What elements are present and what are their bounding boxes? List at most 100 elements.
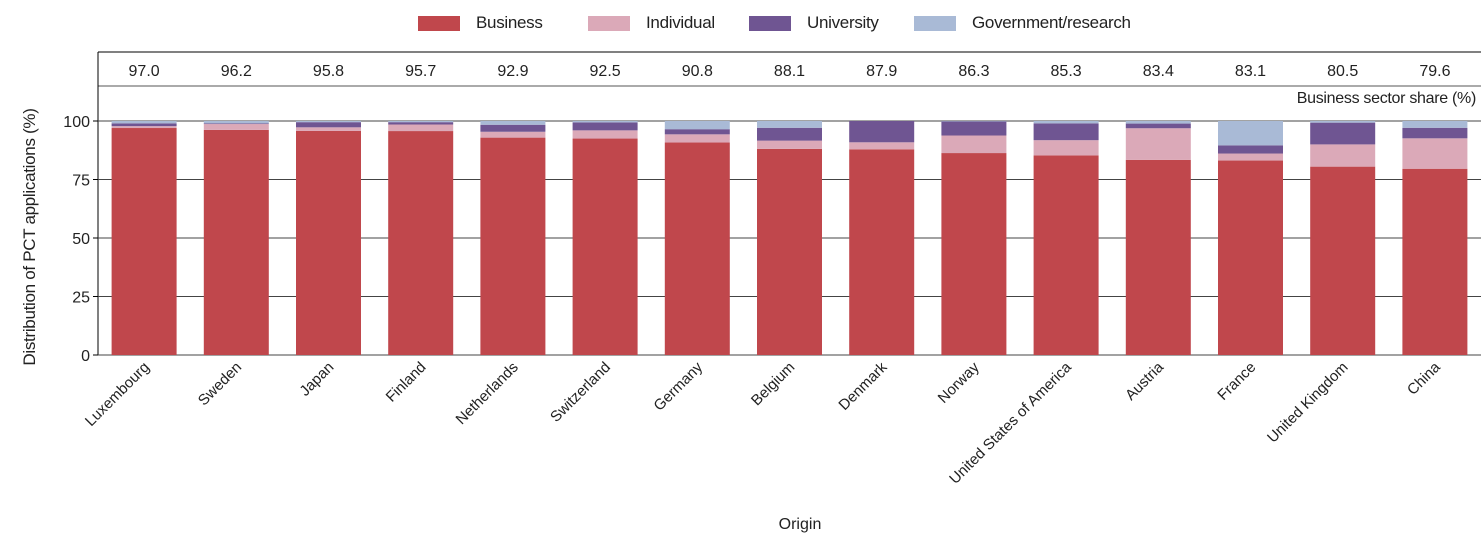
- bar-segment-individual: [480, 131, 546, 138]
- bar-segment-government-research: [296, 121, 361, 123]
- bar-segment-business: [849, 149, 915, 355]
- legend-item-government-research: Government/research: [914, 8, 1131, 38]
- bar-segment-government-research: [1125, 121, 1191, 124]
- bar-segment-government-research: [572, 121, 638, 123]
- bar-segment-individual: [664, 134, 730, 143]
- bar-segment-business: [1402, 168, 1468, 355]
- bar-segment-university: [388, 122, 454, 125]
- business-share-label: 79.6: [1419, 63, 1450, 80]
- business-share-label: 97.0: [129, 63, 160, 80]
- bar-segment-individual: [572, 130, 638, 139]
- bar-segment-individual: [849, 142, 915, 150]
- business-share-label: 90.8: [682, 63, 713, 80]
- bar-segment-university: [757, 127, 822, 141]
- x-tick-label: Netherlands: [453, 359, 522, 428]
- bar-segment-business: [1033, 155, 1099, 355]
- bar-segment-individual: [1125, 128, 1191, 160]
- bar-segment-university: [849, 121, 915, 143]
- legend-swatch-government-research: [914, 15, 956, 31]
- bar-segment-individual: [757, 140, 822, 149]
- legend-swatch-individual: [588, 15, 630, 31]
- bar-segment-university: [480, 124, 546, 132]
- bar-segment-business: [941, 153, 1007, 355]
- business-share-label: 80.5: [1327, 63, 1358, 80]
- bar-segment-individual: [203, 124, 269, 130]
- bar-segment-business: [388, 131, 454, 355]
- legend-label-government-research: Government/research: [972, 13, 1131, 32]
- bar-segment-university: [1310, 122, 1376, 145]
- x-tick-label: Belgium: [748, 359, 798, 409]
- bar-segment-government-research: [1310, 121, 1376, 123]
- legend-item-business: Business: [418, 8, 543, 38]
- x-tick-label: Switzerland: [547, 359, 614, 426]
- legend-item-university: University: [749, 8, 879, 38]
- x-tick-label: Germany: [650, 358, 706, 414]
- x-tick-label: Norway: [935, 358, 983, 406]
- bar-segment-business: [572, 138, 638, 355]
- business-share-label: 95.7: [405, 63, 436, 80]
- bar-segment-business: [111, 128, 177, 355]
- bar-segment-government-research: [757, 121, 822, 128]
- bar-segment-university: [1033, 123, 1099, 141]
- bar-segment-government-research: [1033, 121, 1099, 124]
- x-tick-label: France: [1214, 359, 1259, 404]
- y-axis-label: Distribution of PCT applications (%): [20, 108, 39, 366]
- x-tick-label: Luxembourg: [82, 359, 153, 430]
- legend-item-individual: Individual: [588, 8, 715, 38]
- bar-segment-university: [664, 129, 730, 135]
- bar-segment-government-research: [1218, 121, 1283, 146]
- legend-label-university: University: [807, 13, 879, 32]
- business-share-label: 92.9: [497, 63, 528, 80]
- x-tick-label: Sweden: [195, 359, 245, 409]
- x-tick-label: China: [1404, 358, 1444, 398]
- bar-segment-individual: [941, 135, 1007, 154]
- business-share-label: 85.3: [1051, 63, 1082, 80]
- bar-segment-government-research: [1402, 121, 1468, 128]
- bar-segment-individual: [1402, 138, 1468, 169]
- business-share-label: 96.2: [221, 63, 252, 80]
- bar-segment-business: [1125, 159, 1191, 355]
- bar-segment-university: [941, 121, 1007, 136]
- bar-segment-university: [572, 122, 638, 131]
- business-share-label: 86.3: [958, 63, 989, 80]
- y-tick-label: 0: [81, 348, 90, 365]
- legend-swatch-business: [418, 15, 460, 31]
- business-share-label: 95.8: [313, 63, 344, 80]
- y-tick-label: 75: [72, 173, 90, 190]
- x-tick-label: Japan: [296, 359, 337, 400]
- x-tick-label: United Kingdom: [1264, 359, 1351, 446]
- business-share-label: 83.1: [1235, 63, 1266, 80]
- x-tick-label: Denmark: [835, 358, 890, 413]
- bar-segment-business: [757, 148, 822, 355]
- bar-segment-government-research: [664, 121, 730, 130]
- x-tick-label: Finland: [383, 359, 430, 406]
- bar-segment-business: [203, 129, 269, 355]
- bar-segment-business: [296, 130, 361, 355]
- bar-segment-business: [1218, 160, 1283, 355]
- business-share-label: 92.5: [590, 63, 621, 80]
- legend: Business Individual University Governmen…: [0, 8, 1481, 38]
- business-share-label: 88.1: [774, 63, 805, 80]
- business-share-label: 83.4: [1143, 63, 1174, 80]
- legend-label-individual: Individual: [646, 13, 715, 32]
- y-tick-label: 50: [72, 231, 90, 248]
- y-tick-label: 25: [72, 290, 90, 307]
- bar-segment-business: [1310, 166, 1376, 355]
- bar-segment-individual: [1033, 140, 1099, 156]
- x-tick-label: Austria: [1122, 358, 1167, 403]
- bar-segment-individual: [111, 126, 177, 129]
- bar-segment-university: [296, 122, 361, 128]
- x-axis-label: Origin: [778, 516, 822, 533]
- y-tick-label: 100: [63, 114, 90, 131]
- bar-segment-university: [203, 123, 269, 125]
- bar-segment-university: [111, 123, 177, 127]
- bar-segment-individual: [296, 127, 361, 131]
- bar-segment-government-research: [111, 121, 177, 124]
- bar-segment-university: [1218, 145, 1283, 154]
- business-share-label: 87.9: [866, 63, 897, 80]
- legend-label-business: Business: [476, 13, 543, 32]
- bar-segment-university: [1402, 127, 1468, 139]
- bar-segment-business: [664, 142, 730, 355]
- bar-segment-individual: [388, 124, 454, 132]
